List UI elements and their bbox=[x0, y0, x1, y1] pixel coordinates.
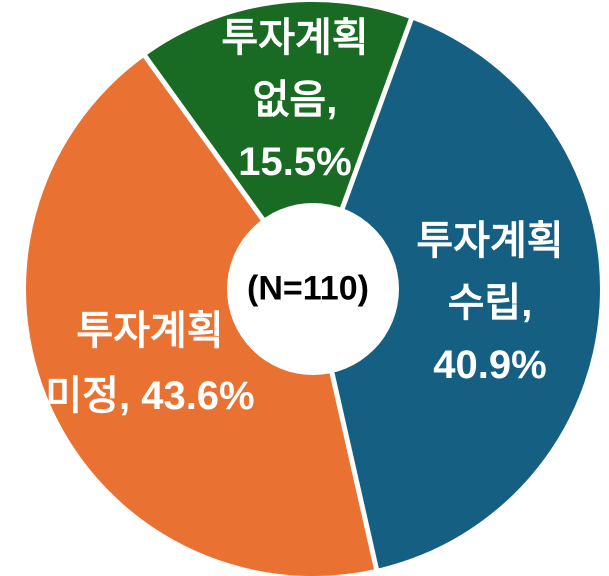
slice-label-invest-plan-none: 투자계획 없음, 15.5% bbox=[221, 7, 368, 193]
donut-hole bbox=[227, 203, 399, 375]
slice-label-line: 투자계획 bbox=[76, 309, 224, 353]
slice-label-line: 없음, bbox=[252, 78, 338, 122]
slice-label-line: 투자계획 bbox=[221, 16, 369, 60]
slice-label-value: 15.5% bbox=[238, 140, 352, 184]
pie-slice-1 bbox=[25, 56, 377, 576]
sample-size-label: (N=110) bbox=[247, 269, 369, 308]
slice-label-value: 40.9% bbox=[433, 343, 547, 387]
slice-label-line: 수립, bbox=[447, 281, 533, 325]
slice-label-line: 투자계획 bbox=[416, 219, 564, 263]
slice-label-invest-plan-undecided: 투자계획 미정, 43.6% bbox=[45, 299, 254, 429]
slice-label-invest-plan-set: 투자계획 수립, 40.9% bbox=[416, 210, 563, 396]
pie-slice-0 bbox=[313, 19, 600, 569]
slice-label-value: 미정, 43.6% bbox=[45, 374, 255, 418]
pie-slice-2 bbox=[145, 2, 412, 289]
